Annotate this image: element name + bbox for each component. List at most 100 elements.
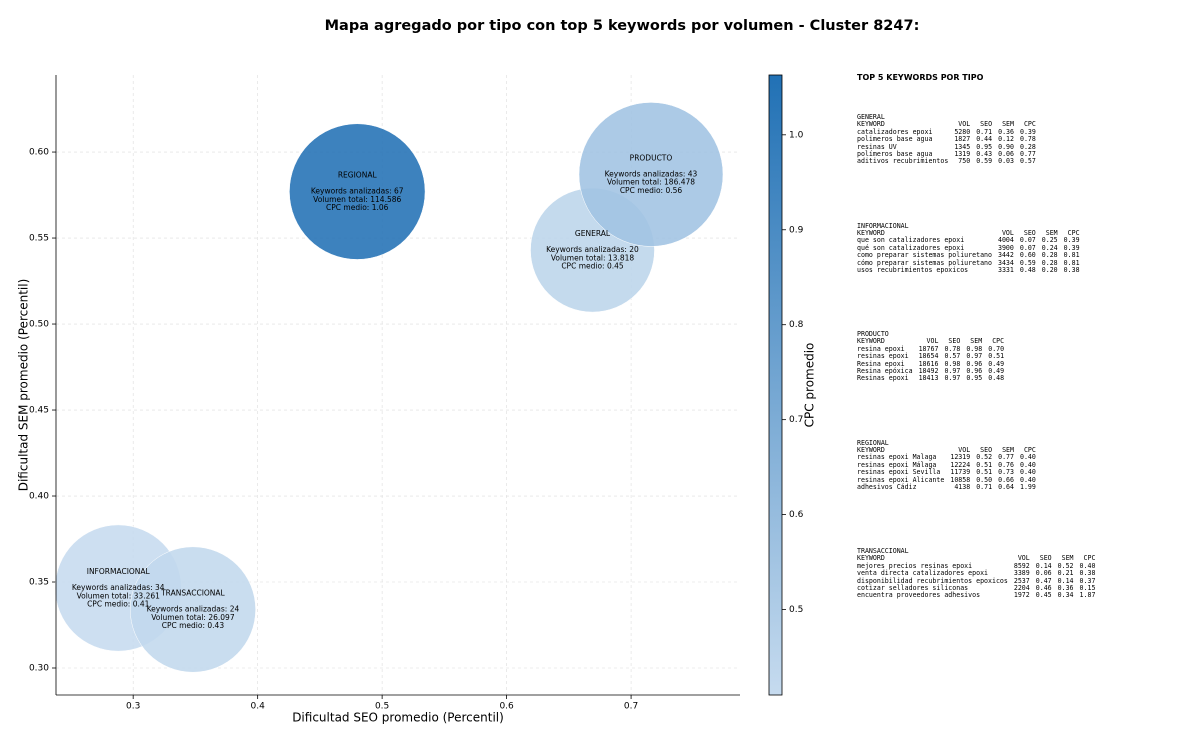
cell: resinas epoxi Málaga [857,460,937,469]
y-axis-label: Dificultad SEM promedio (Percentil) [17,279,31,492]
cell: 0.77 [998,453,1014,462]
bubble-label: Volumen total: 186.478 [607,178,695,187]
section-name: INFORMACIONAL [857,221,909,230]
keyword-row: mejores precios resinas epoxi 8592 0.14 0.5… [857,561,1095,570]
cell: 0.57 [944,352,961,361]
cell: 0.57 [1019,157,1036,166]
keyword-panel: TOP 5 KEYWORDS POR TIPO GENERAL KEYWORD VOL… [857,72,1095,657]
bubble [289,123,426,260]
colorbar [768,74,783,696]
cell: 750 [958,157,971,166]
cell: 0.44 [976,135,993,144]
cell: 3442 [997,251,1014,260]
bubble-label: Keywords analizadas: 24 [147,605,240,614]
bubble-label: Keywords analizadas: 20 [546,245,639,254]
keyword-row: que son catalizadores epoxi 4004 0.07 0.25 0… [857,236,1080,245]
keyword-section: REGIONAL KEYWORD VOL SEO SEM CPC resinas epoxi… [857,438,1095,549]
bubble-label: Keywords analizadas: 43 [605,169,698,178]
section-name: REGIONAL [857,438,889,447]
column-header: CPC [1023,445,1036,454]
colorbar-label: CPC promedio [803,343,817,428]
x-tick-label: 0.3 [126,702,140,712]
cell: 0.90 [998,142,1014,151]
column-header: SEM [1045,228,1058,237]
keyword-section: GENERAL KEYWORD VOL SEO SEM CPC catalizadores … [857,113,1095,223]
cell: 18492 [918,367,939,376]
cell: resinas epoxi [857,352,909,361]
cell: 10858 [950,475,971,484]
cell: 0.64 [998,482,1014,491]
cell: 0.97 [944,367,961,376]
y-tick-label: 0.55 [29,234,49,244]
keyword-row: resinas UV 1345 0.95 0.90 0.28 [857,142,1036,151]
cell: 0.21 [1057,569,1074,578]
cell: resina epoxi [857,344,905,353]
colorbar-tick-label: 0.9 [789,225,804,235]
header-row: KEYWORD VOL SEO SEM CPC [857,120,1036,129]
column-header: SEO [980,120,993,129]
cell: 0.39 [1019,127,1036,136]
keyword-row: polimeros base agua 1827 0.44 0.12 0.78 [857,135,1036,144]
keyword-row: Resinas epoxi 18413 0.97 0.95 0.48 [857,375,1004,383]
cell: encuentra proveedores adhesivos [857,591,981,600]
cell: 0.24 [1041,243,1058,252]
colorbar-tick-label: 0.7 [789,415,803,425]
column-header: SEO [948,337,961,346]
cell: 0.48 [1019,265,1036,274]
keyword-table: KEYWORD VOL SEO SEM CPC catalizadores epoxi 52… [857,120,1036,166]
column-header: KEYWORD [857,228,885,237]
cell: 0.60 [1019,251,1036,260]
keyword-row: Resina epoxi 18616 0.98 0.96 0.49 [857,359,1005,368]
cell: 0.49 [988,367,1005,376]
y-tick-label: 0.60 [29,148,49,158]
column-header: KEYWORD [857,120,885,129]
cell: mejores precios resinas epoxi [857,561,973,570]
bubble-label: CPC medio: 0.56 [620,186,683,195]
cell: cómo preparar sistemas poliuretano [857,258,992,267]
cell: 0.76 [998,460,1014,469]
cell: 0.51 [988,352,1005,361]
keyword-row: disponibilidad recubrimientos epoxicos 25… [857,576,1095,585]
cell: 8592 [1013,561,1030,570]
cell: resinas epoxi Alicante [857,475,945,484]
cell: 12319 [950,453,971,462]
cell: 0.07 [1019,236,1036,245]
cell: 11739 [950,468,971,477]
cell: 2204 [1013,584,1030,593]
cell: 0.52 [1057,561,1074,570]
cell: 0.28 [1041,258,1058,267]
cell: 18654 [918,352,939,361]
keyword-section: TRANSACCIONAL KEYWORD VOL SEO SEM CPC mejores … [857,547,1095,657]
cell: resinas epoxi Sevilla [857,468,941,477]
cell: 0.70 [988,344,1005,353]
column-header: SEO [980,445,993,454]
cell: qué son catalizadores epoxi [857,243,965,252]
bubble-label: CPC medio: 1.06 [326,203,389,212]
bubble-name: REGIONAL [338,171,378,180]
cell: 18616 [918,359,939,368]
cell: 0.14 [1035,561,1052,570]
column-header: SEM [1002,120,1014,129]
cell: venta directa catalizadores epoxi [857,569,989,578]
cell: polimeros base agua [857,135,933,144]
column-header: KEYWORD [857,337,885,346]
x-tick-label: 0.5 [375,702,389,712]
bubble-name: INFORMACIONAL [87,567,151,576]
cell: 2537 [1013,576,1030,585]
cell: 0.96 [966,359,983,368]
cell: disponibilidad recubrimientos epoxicos [857,576,1008,585]
cell: 3900 [997,243,1014,252]
cell: 0.49 [988,359,1005,368]
cell: 1827 [954,135,971,144]
cell: 0.51 [976,468,993,477]
bubble [578,102,724,247]
cell: 0.97 [966,352,983,361]
cell: 0.43 [976,150,993,159]
y-tick-label: 0.50 [29,320,49,330]
cell: 0.59 [1019,258,1036,267]
cell: 0.46 [1035,584,1052,593]
keyword-row: cómo preparar sistemas poliuretano 3434 0.… [857,258,1080,267]
keyword-row: usos recubrimientos epoxicos 3331 0.48 0.20… [857,265,1080,274]
bubble-label: Volumen total: 114.586 [313,195,401,204]
